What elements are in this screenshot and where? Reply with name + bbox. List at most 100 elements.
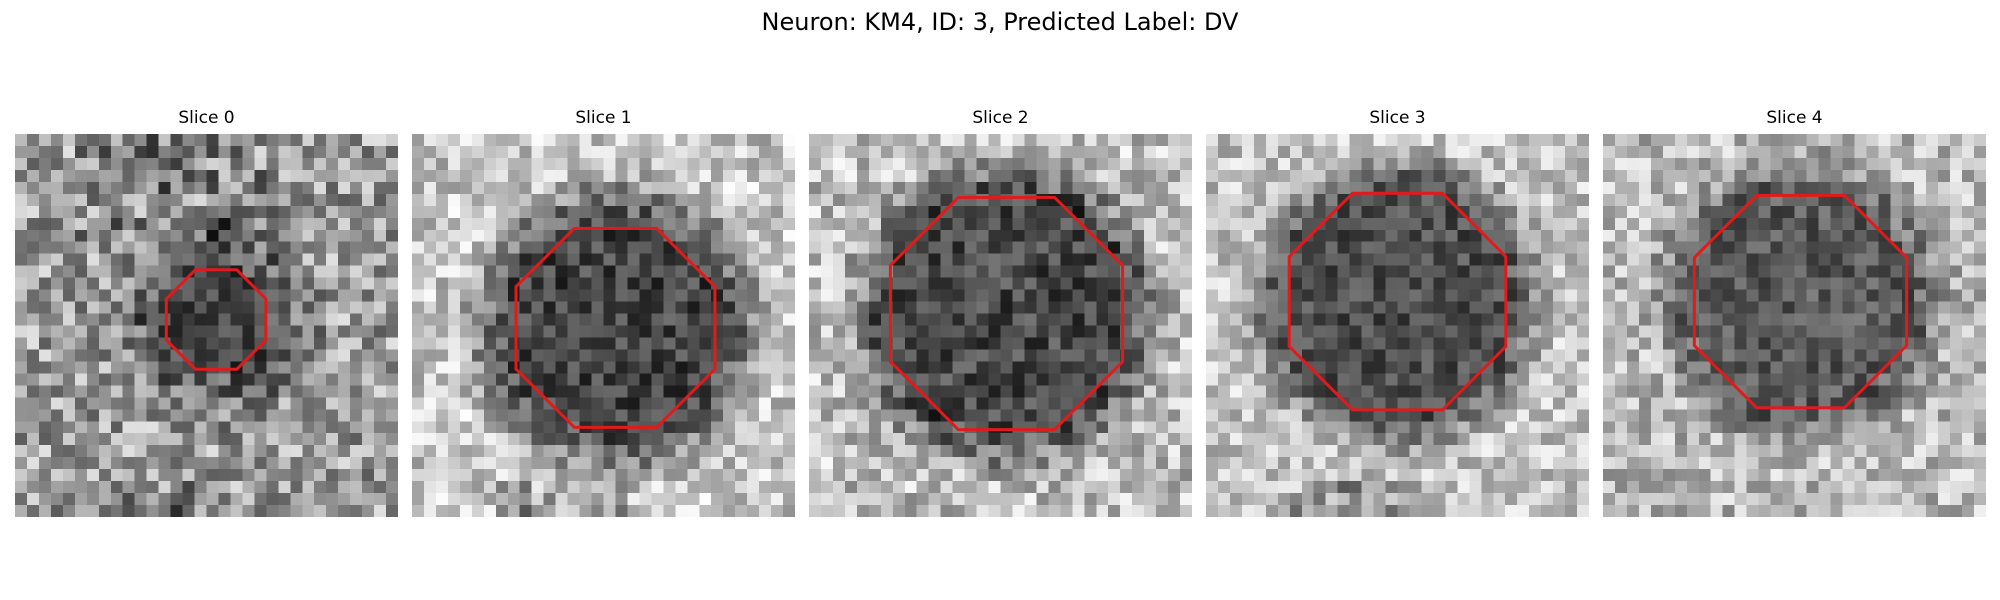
pixel: [1950, 229, 1963, 242]
pixel: [1950, 241, 1963, 254]
pixel: [1505, 481, 1518, 494]
pixel: [579, 469, 592, 482]
pixel: [254, 217, 267, 230]
pixel: [146, 145, 159, 159]
pixel: [1734, 337, 1747, 350]
pixel: [435, 134, 449, 147]
pixel: [928, 349, 941, 362]
pixel: [1433, 181, 1446, 195]
pixel: [759, 205, 772, 219]
pixel: [783, 229, 795, 242]
pixel: [723, 169, 736, 183]
pixel: [1241, 277, 1255, 290]
pixel: [1469, 205, 1482, 219]
pixel: [206, 193, 219, 207]
pixel: [735, 361, 748, 374]
pixel: [266, 265, 279, 278]
pixel: [459, 397, 473, 410]
pixel: [940, 169, 953, 183]
pixel: [423, 134, 437, 147]
pixel: [747, 409, 760, 422]
pixel: [459, 253, 473, 266]
pixel: [868, 217, 882, 230]
pixel: [218, 457, 231, 470]
pixel: [1722, 277, 1735, 290]
pixel: [1782, 385, 1795, 398]
pixel: [1421, 481, 1434, 494]
pixel: [1686, 421, 1699, 434]
pixel: [1349, 289, 1362, 302]
pixel: [1529, 253, 1542, 266]
pixel: [1277, 301, 1291, 314]
pixel: [1313, 205, 1326, 219]
pixel: [1854, 349, 1867, 362]
pixel: [759, 433, 772, 446]
pixel: [447, 373, 461, 386]
pixel: [1241, 373, 1255, 386]
pixel: [278, 169, 291, 183]
pixel: [242, 337, 255, 350]
pixel: [1962, 265, 1975, 278]
pixel: [1830, 205, 1843, 219]
pixel: [218, 277, 231, 290]
pixel: [904, 217, 917, 230]
pixel: [1818, 241, 1831, 254]
pixel: [687, 134, 700, 147]
pixel: [856, 409, 870, 422]
pixel: [940, 433, 953, 446]
pixel: [1806, 277, 1819, 290]
pixel: [1012, 145, 1025, 159]
pixel: [1746, 421, 1759, 434]
pixel: [1241, 265, 1255, 278]
pixel: [1012, 289, 1025, 302]
pixel: [519, 433, 532, 446]
pixel: [1565, 337, 1578, 350]
pixel: [1529, 145, 1542, 159]
pixel: [206, 277, 219, 290]
pixel: [1206, 337, 1219, 350]
pixel: [1072, 181, 1085, 195]
pixel: [1541, 157, 1554, 171]
pixel: [1878, 313, 1891, 326]
pixel: [1253, 301, 1267, 314]
pixel: [1060, 301, 1073, 314]
pixel: [1036, 277, 1049, 290]
pixel: [38, 337, 52, 350]
pixel: [1938, 409, 1951, 422]
pixel: [1217, 217, 1231, 230]
pixel: [1722, 361, 1735, 374]
pixel: [1902, 265, 1915, 278]
pixel: [1529, 481, 1542, 494]
pixel: [1866, 313, 1879, 326]
pixel: [1962, 301, 1975, 314]
pixel: [74, 253, 88, 266]
pixel: [1734, 169, 1747, 183]
pixel: [1457, 433, 1470, 446]
pixel: [1614, 205, 1628, 219]
pixel: [471, 397, 485, 410]
pixel: [868, 421, 882, 434]
pixel: [1541, 253, 1554, 266]
pixel: [26, 505, 40, 517]
pixel: [242, 481, 255, 494]
pixel: [1084, 301, 1097, 314]
pixel: [326, 193, 339, 207]
pixel: [1493, 157, 1506, 171]
pixel: [1565, 193, 1578, 207]
pixel: [663, 505, 676, 517]
pixel: [1469, 145, 1482, 159]
pixel: [86, 397, 100, 410]
pixel: [1301, 277, 1314, 290]
pixel: [134, 169, 147, 183]
pixel: [735, 349, 748, 362]
pixel: [735, 421, 748, 434]
pixel: [856, 397, 870, 410]
pixel: [134, 409, 147, 422]
pixel: [1024, 181, 1037, 195]
pixel: [1517, 181, 1530, 195]
pixel: [988, 134, 1001, 147]
pixel: [1553, 181, 1566, 195]
pixel: [206, 241, 219, 254]
pixel: [1842, 157, 1855, 171]
pixel: [555, 313, 568, 326]
